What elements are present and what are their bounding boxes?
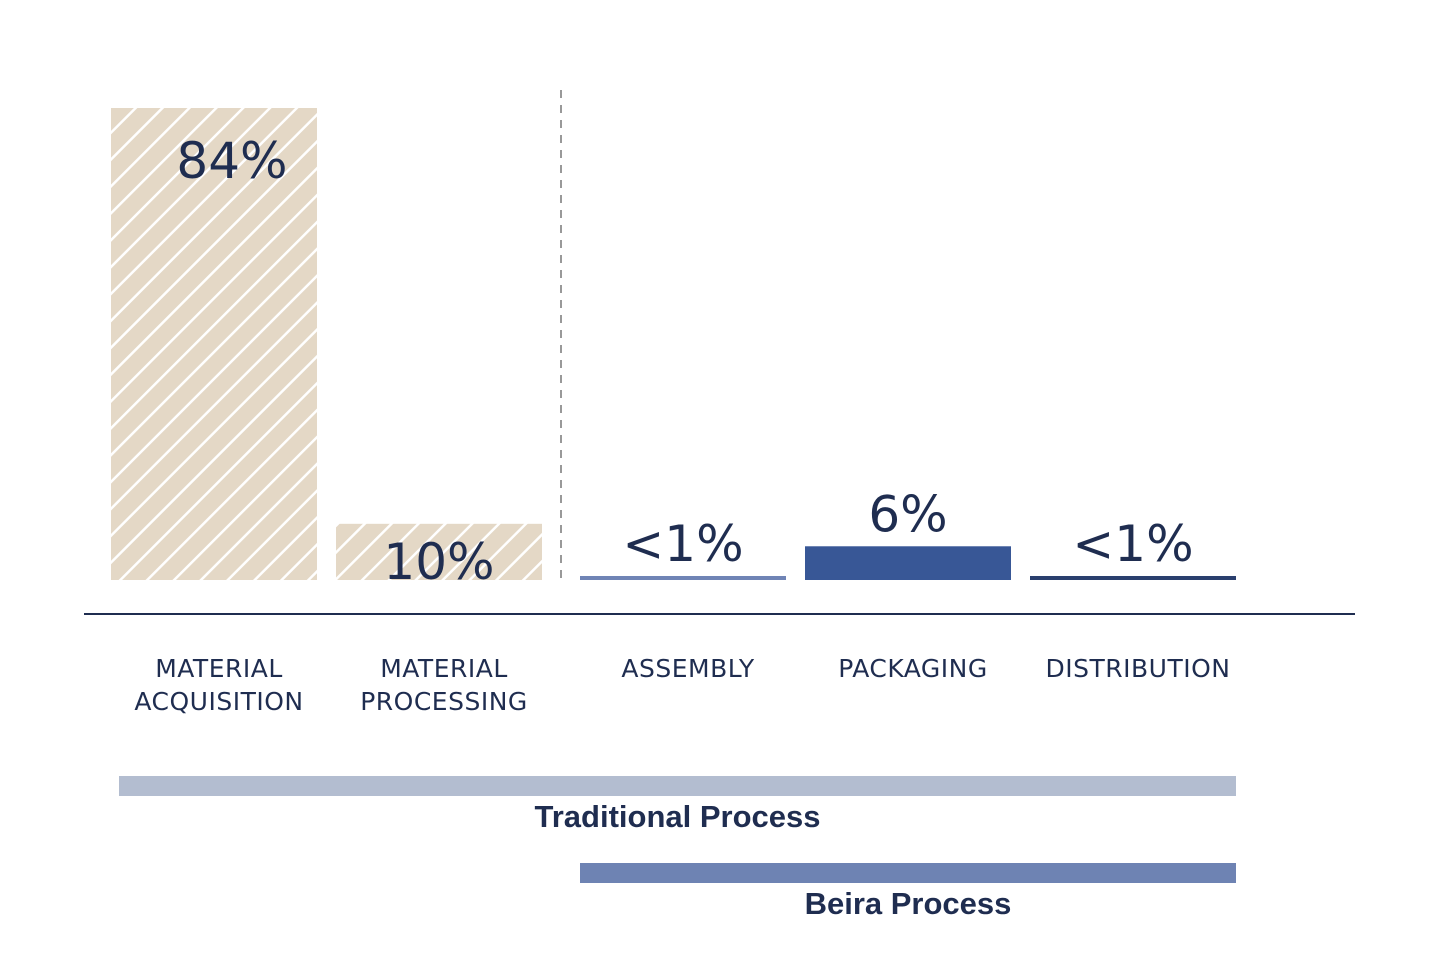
value-label-material-acquisition: 84%	[176, 132, 287, 190]
category-labels-layer: MATERIAL ACQUISITION MATERIAL PROCESSING ASS…	[134, 654, 1230, 716]
category-label-assembly: ASSEMBLY	[621, 654, 754, 683]
bar-material-processing	[336, 523, 542, 580]
value-label-material-processing: 10%	[383, 533, 494, 591]
category-label-distribution: DISTRIBUTION	[1046, 654, 1231, 683]
traditional-process-span-bar	[119, 776, 1236, 796]
value-label-packaging: 6%	[868, 485, 947, 543]
bar-packaging	[805, 546, 1011, 580]
bar-distribution	[1030, 576, 1236, 580]
bar-assembly	[580, 576, 786, 580]
category-label-material-acquisition: MATERIAL ACQUISITION	[134, 654, 303, 716]
beira-process-span-bar	[580, 863, 1236, 883]
value-labels-layer: 84% 10% <1% 6% <1%	[176, 132, 1193, 591]
category-label-material-processing: MATERIAL PROCESSING	[360, 654, 528, 716]
value-label-assembly: <1%	[622, 515, 743, 573]
bars-layer	[111, 108, 1236, 580]
process-spans-layer: Traditional Process Beira Process	[119, 776, 1236, 921]
category-label-packaging: PACKAGING	[838, 654, 988, 683]
traditional-process-label: Traditional Process	[535, 799, 821, 834]
beira-process-label: Beira Process	[805, 886, 1012, 921]
bar-material-acquisition	[111, 108, 317, 580]
value-label-distribution: <1%	[1072, 515, 1193, 573]
